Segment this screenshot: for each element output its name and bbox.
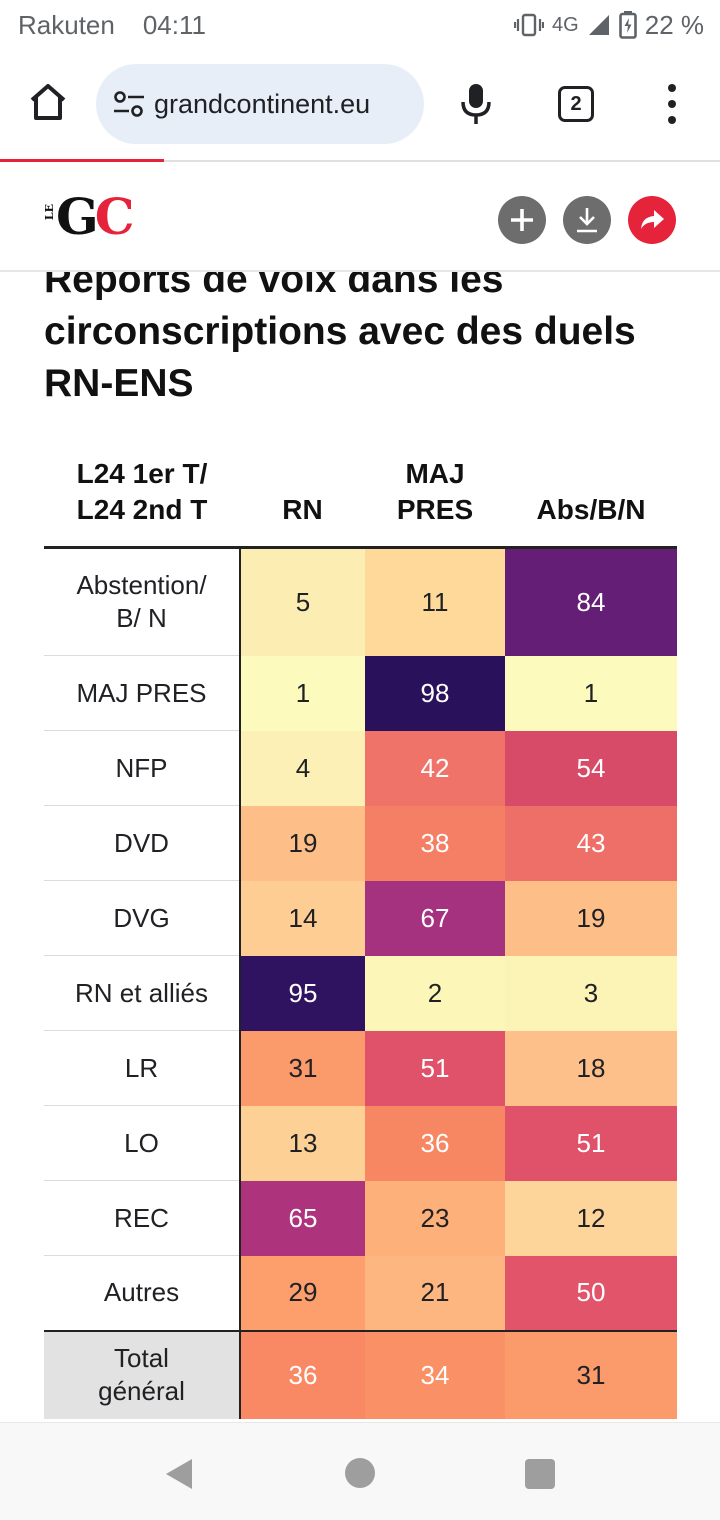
heatmap-cell: 5 xyxy=(240,547,365,656)
heatmap-cell: 42 xyxy=(365,730,505,806)
table-header-row: L24 1er T/L24 2nd T RN MAJ PRES Abs/B/N xyxy=(44,456,677,549)
heatmap-cell: 1 xyxy=(240,655,365,731)
heatmap-cell: 14 xyxy=(240,880,365,956)
heatmap-cell: 50 xyxy=(505,1255,677,1331)
heatmap-cell: 19 xyxy=(505,880,677,956)
site-settings-icon[interactable] xyxy=(112,89,146,119)
more-vert-icon[interactable] xyxy=(660,84,684,124)
heatmap-cell: 11 xyxy=(365,547,505,656)
heatmap-cell: 2 xyxy=(365,955,505,1031)
heatmap-cell: 36 xyxy=(365,1105,505,1181)
heatmap-cell: 23 xyxy=(365,1180,505,1256)
article-heading: Reports de voix dans les circonscription… xyxy=(44,258,636,405)
tabs-switcher-button[interactable]: 2 xyxy=(558,86,594,122)
back-icon[interactable] xyxy=(164,1457,194,1491)
heatmap-cell: 95 xyxy=(240,955,365,1031)
heatmap-cell: 1 xyxy=(505,655,677,731)
heatmap-cell: 31 xyxy=(240,1030,365,1106)
row-label: DVD xyxy=(44,805,241,881)
row-label: Autres xyxy=(44,1255,241,1331)
share-button[interactable] xyxy=(628,196,676,244)
row-label: MAJ PRES xyxy=(44,655,241,731)
heatmap-cell: 18 xyxy=(505,1030,677,1106)
heatmap-cell: 31 xyxy=(505,1329,677,1419)
system-nav-bar xyxy=(0,1422,720,1520)
heatmap-cell: 36 xyxy=(240,1329,365,1419)
row-label: DVG xyxy=(44,880,241,956)
tab-count: 2 xyxy=(570,92,582,115)
vote-transfer-table: L24 1er T/L24 2nd T RN MAJ PRES Abs/B/N Abst… xyxy=(44,456,677,1419)
recents-icon[interactable] xyxy=(525,1459,555,1489)
heatmap-cell: 34 xyxy=(365,1329,505,1419)
clock: 04:11 xyxy=(142,9,206,40)
row-label: Abstention/B/ N xyxy=(44,547,241,656)
table-row: DVD 19 38 43 xyxy=(44,805,677,881)
heatmap-cell: 4 xyxy=(240,730,365,806)
row-label: LO xyxy=(44,1105,241,1181)
carrier-name: Rakuten xyxy=(18,9,115,40)
table-row: MAJ PRES 1 98 1 xyxy=(44,655,677,731)
page-load-progress xyxy=(0,159,720,163)
column-header: L24 1er T/L24 2nd T xyxy=(44,456,240,549)
table-row: Autres 29 21 50 xyxy=(44,1255,677,1331)
column-header: Abs/B/N xyxy=(505,456,677,549)
heatmap-cell: 84 xyxy=(505,547,677,656)
heatmap-cell: 29 xyxy=(240,1255,365,1331)
download-icon xyxy=(577,208,597,233)
address-bar[interactable]: ɡrandcontinent.eu xyxy=(96,64,424,144)
battery-level: 22 % xyxy=(644,9,704,40)
table-row: Abstention/B/ N 5 11 84 xyxy=(44,547,677,656)
table-row: DVG 14 67 19 xyxy=(44,880,677,956)
row-label: REC xyxy=(44,1180,241,1256)
table-row: Total général 36 34 31 xyxy=(44,1329,677,1419)
heatmap-cell: 51 xyxy=(505,1105,677,1181)
home-nav-icon[interactable] xyxy=(345,1458,375,1488)
table-row: LO 13 36 51 xyxy=(44,1105,677,1181)
heatmap-cell: 65 xyxy=(240,1180,365,1256)
heatmap-cell: 54 xyxy=(505,730,677,806)
row-label: RN et alliés xyxy=(44,955,241,1031)
heatmap-cell: 38 xyxy=(365,805,505,881)
row-label: Total général xyxy=(44,1329,241,1419)
column-header: RN xyxy=(240,456,365,549)
browser-toolbar: ɡrandcontinent.eu 2 xyxy=(0,62,720,146)
network-type: 4G xyxy=(552,13,579,36)
heatmap-cell: 21 xyxy=(365,1255,505,1331)
article-content: Reports de voix dans les circonscription… xyxy=(0,250,720,1422)
heatmap-cell: 98 xyxy=(365,655,505,731)
heatmap-cell: 12 xyxy=(505,1180,677,1256)
battery-icon xyxy=(618,11,637,39)
column-header: MAJ PRES xyxy=(365,456,505,549)
heatmap-cell: 67 xyxy=(365,880,505,956)
plus-icon xyxy=(511,209,533,231)
add-button[interactable] xyxy=(498,196,546,244)
site-logo[interactable]: LE G C xyxy=(43,187,135,246)
mic-icon[interactable] xyxy=(458,82,494,126)
vibrate-icon xyxy=(514,13,545,37)
status-icons: 4G 22 % xyxy=(514,10,704,41)
site-header: LE G C xyxy=(0,162,720,272)
status-bar: Rakuten 04:11 4G 22 % xyxy=(0,0,720,50)
heatmap-cell: 19 xyxy=(240,805,365,881)
heatmap-cell: 51 xyxy=(365,1030,505,1106)
table-row: RN et alliés 95 2 3 xyxy=(44,955,677,1031)
row-label: NFP xyxy=(44,730,241,806)
url-text[interactable]: ɡrandcontinent.eu xyxy=(154,88,371,119)
heatmap-cell: 3 xyxy=(505,955,677,1031)
share-icon xyxy=(641,210,664,229)
row-label: LR xyxy=(44,1030,241,1106)
heatmap-cell: 43 xyxy=(505,805,677,881)
download-button[interactable] xyxy=(563,196,611,244)
table-row: LR 31 51 18 xyxy=(44,1030,677,1106)
signal-icon xyxy=(588,15,609,35)
home-icon[interactable] xyxy=(26,80,70,124)
table-row: NFP 4 42 54 xyxy=(44,730,677,806)
heatmap-cell: 13 xyxy=(240,1105,365,1181)
table-row: REC 65 23 12 xyxy=(44,1180,677,1256)
